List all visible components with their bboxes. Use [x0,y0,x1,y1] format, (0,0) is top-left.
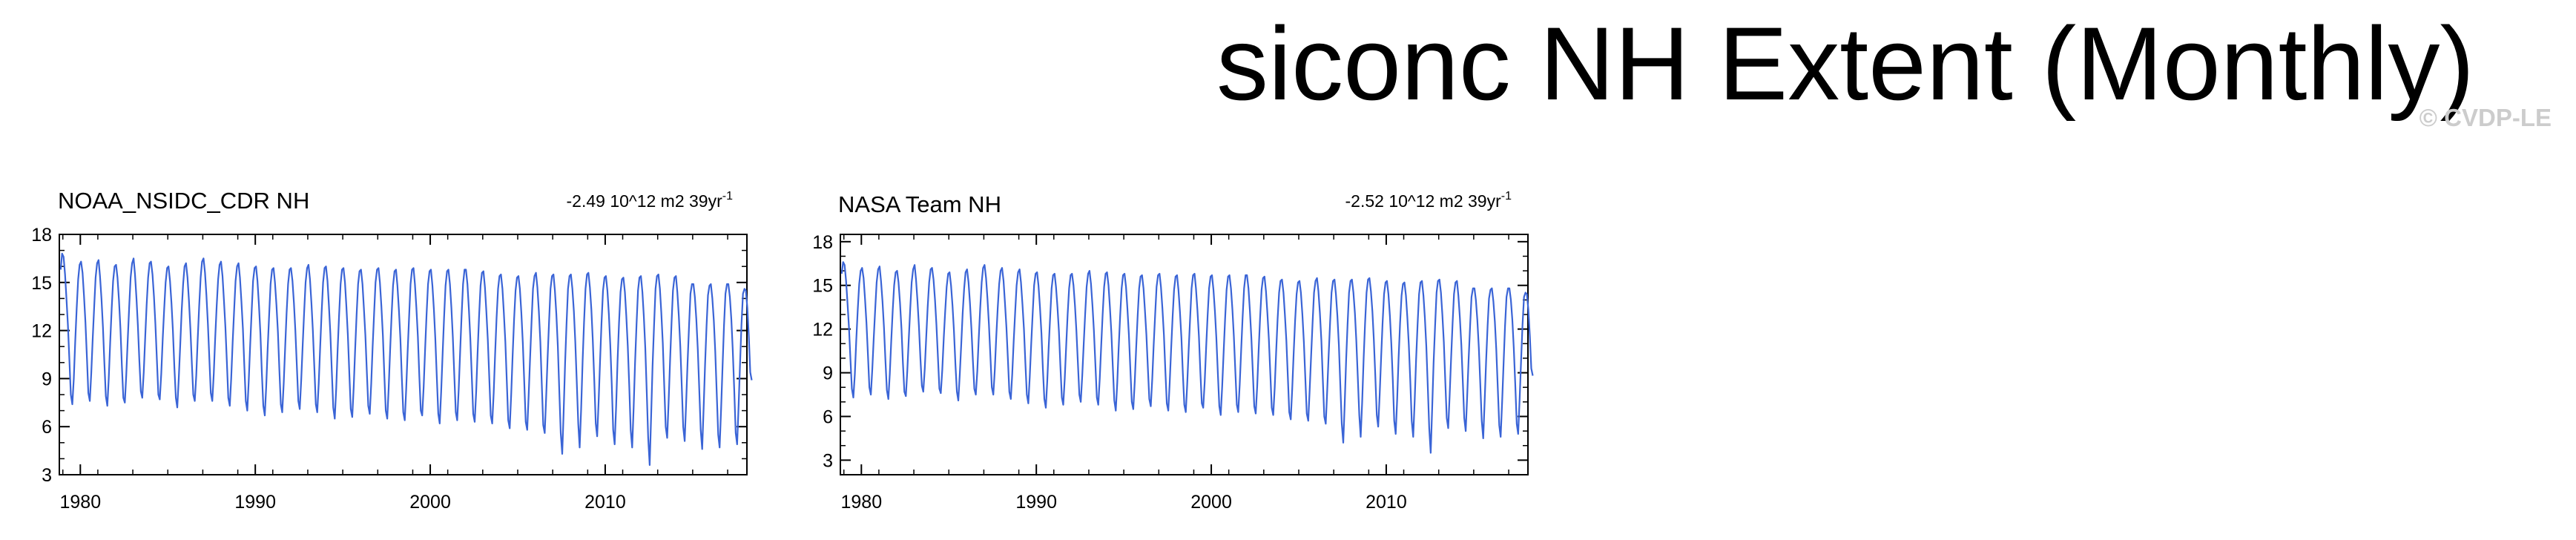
trend-value: -2.49 10^12 m2 39yr [567,191,723,211]
x-tick-label: 1980 [840,492,882,513]
y-tick-label: 12 [31,321,52,342]
trend-label: -2.49 10^12 m2 39yr-1 [567,190,734,211]
plot-frame [59,234,748,475]
panel-title: NOAA_NSIDC_CDR NH [58,188,309,214]
x-tick-label: 1990 [234,492,276,513]
chart-panel-nasa-team: NASA Team NH -2.52 10^12 m2 39yr-1 3 6 9 12… [812,190,1534,513]
trend-label: -2.52 10^12 m2 39yr-1 [1345,190,1512,211]
series-line [59,252,753,467]
y-tick-label: 12 [812,320,833,340]
y-tick-label: 3 [42,465,52,486]
panel-title: NASA Team NH [838,191,1001,217]
plot-frame [840,234,1529,475]
series-line [840,261,1534,454]
trend-exponent: -1 [722,190,733,202]
y-tick-label: 6 [42,417,52,438]
y-tick-label: 3 [823,450,833,471]
y-tick-label: 9 [823,363,833,384]
y-tick-label: 15 [31,273,52,294]
x-tick-label: 2010 [584,492,626,513]
y-tick-label: 15 [812,276,833,297]
x-tick-label: 1990 [1015,492,1057,513]
y-tick-label: 18 [812,232,833,253]
y-tick-label: 18 [31,225,52,246]
figure-title: siconc NH Extent (Monthly) [1216,5,2475,122]
y-tick-label: 6 [823,406,833,427]
x-tick-label: 2010 [1366,492,1407,513]
chart-panel-noaa: NOAA_NSIDC_CDR NH -2.49 10^12 m2 39yr-1 … [31,188,753,513]
x-tick-label: 2000 [1190,492,1232,513]
x-tick-label: 2000 [409,492,451,513]
y-tick-label: 9 [42,369,52,389]
x-tick-label: 1980 [59,492,101,513]
trend-value: -2.52 10^12 m2 39yr [1345,191,1502,211]
watermark: © CVDP-LE [2419,104,2552,131]
trend-exponent: -1 [1501,190,1512,202]
